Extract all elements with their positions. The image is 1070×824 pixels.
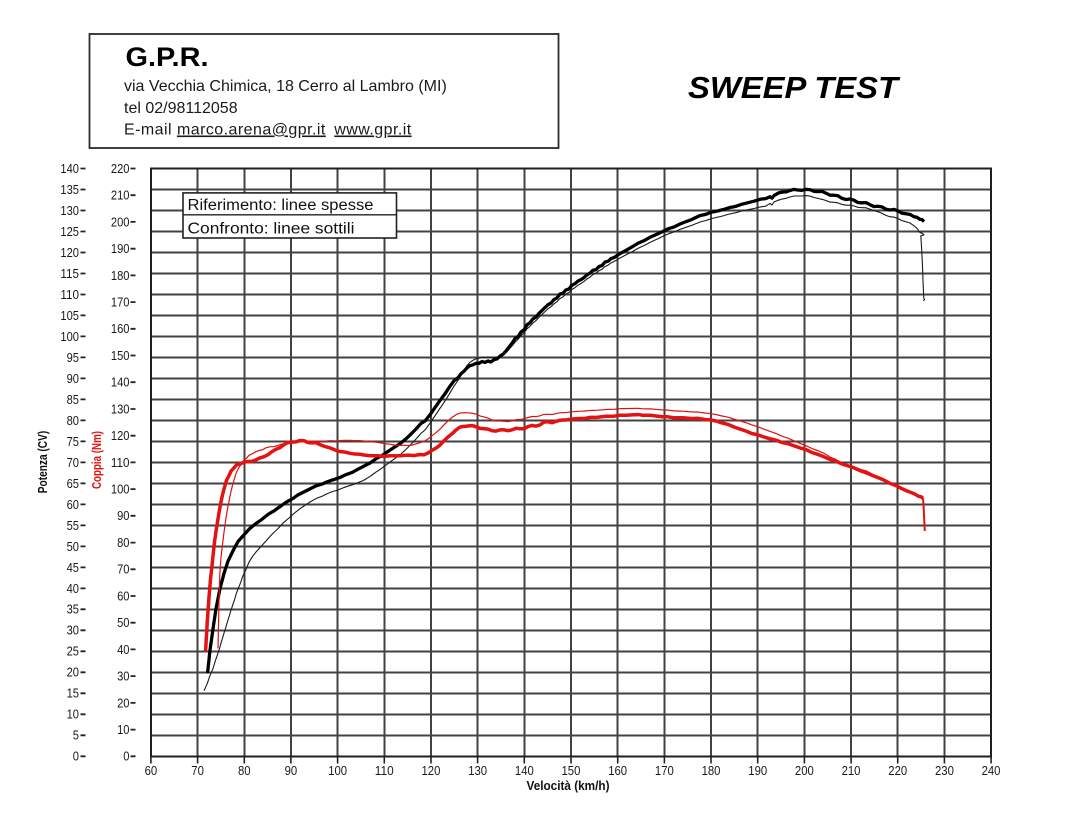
svg-text:100: 100 <box>328 763 347 778</box>
svg-text:160: 160 <box>608 763 627 778</box>
svg-text:110: 110 <box>111 455 130 470</box>
svg-text:200: 200 <box>111 214 130 229</box>
svg-text:70: 70 <box>191 763 204 778</box>
svg-text:190: 190 <box>748 763 767 778</box>
svg-text:60: 60 <box>145 763 158 778</box>
svg-text:0: 0 <box>73 749 79 764</box>
svg-text:140: 140 <box>515 763 534 778</box>
svg-text:180: 180 <box>111 268 130 283</box>
svg-text:10: 10 <box>117 722 129 737</box>
svg-text:70: 70 <box>67 455 79 470</box>
svg-text:140: 140 <box>60 161 79 176</box>
svg-text:25: 25 <box>67 644 79 659</box>
svg-text:Confronto: linee sottili: Confronto: linee sottili <box>188 220 355 237</box>
svg-text:80: 80 <box>67 413 79 428</box>
svg-text:170: 170 <box>111 295 130 310</box>
svg-text:105: 105 <box>60 308 79 323</box>
svg-text:30: 30 <box>117 669 129 684</box>
svg-text:45: 45 <box>67 560 79 575</box>
svg-text:E-mail marco.arena@gpr.it www.: E-mail marco.arena@gpr.it www.gpr.it <box>124 122 412 139</box>
svg-text:via Vecchia Chimica, 18 Cerro: via Vecchia Chimica, 18 Cerro al Lambro … <box>124 78 447 95</box>
svg-text:30: 30 <box>67 623 79 638</box>
svg-text:220: 220 <box>888 763 907 778</box>
svg-text:110: 110 <box>375 763 394 778</box>
svg-text:50: 50 <box>117 615 129 630</box>
svg-text:80: 80 <box>117 535 129 550</box>
svg-text:60: 60 <box>67 497 79 512</box>
svg-text:150: 150 <box>562 763 581 778</box>
svg-text:10: 10 <box>67 707 79 722</box>
svg-text:210: 210 <box>842 763 861 778</box>
svg-text:140: 140 <box>111 375 130 390</box>
svg-text:tel 02/98112058: tel 02/98112058 <box>124 100 238 117</box>
svg-text:120: 120 <box>111 428 130 443</box>
svg-text:0: 0 <box>123 749 129 764</box>
svg-text:130: 130 <box>468 763 487 778</box>
svg-text:120: 120 <box>422 763 441 778</box>
svg-text:60: 60 <box>117 588 129 603</box>
svg-text:95: 95 <box>67 350 79 365</box>
svg-text:180: 180 <box>702 763 721 778</box>
svg-text:40: 40 <box>67 581 79 596</box>
svg-text:5: 5 <box>73 728 79 743</box>
svg-text:200: 200 <box>795 763 814 778</box>
svg-text:100: 100 <box>111 482 130 497</box>
svg-text:55: 55 <box>67 518 79 533</box>
svg-text:115: 115 <box>60 266 79 281</box>
svg-text:230: 230 <box>935 763 954 778</box>
svg-text:SWEEP TEST: SWEEP TEST <box>688 70 901 105</box>
svg-text:240: 240 <box>982 763 1001 778</box>
svg-text:40: 40 <box>117 642 129 657</box>
svg-text:Coppia (Nm): Coppia (Nm) <box>90 431 104 489</box>
svg-text:15: 15 <box>67 686 79 701</box>
svg-text:85: 85 <box>67 392 79 407</box>
svg-text:150: 150 <box>111 348 130 363</box>
svg-text:90: 90 <box>285 763 298 778</box>
svg-text:70: 70 <box>117 562 129 577</box>
svg-text:Potenza (CV): Potenza (CV) <box>36 431 50 494</box>
svg-text:120: 120 <box>60 245 79 260</box>
svg-text:20: 20 <box>67 665 79 680</box>
svg-text:35: 35 <box>67 602 79 617</box>
svg-text:50: 50 <box>67 539 79 554</box>
svg-text:65: 65 <box>67 476 79 491</box>
svg-text:Riferimento: linee spesse: Riferimento: linee spesse <box>188 197 374 214</box>
svg-text:130: 130 <box>60 203 79 218</box>
svg-text:160: 160 <box>111 321 130 336</box>
svg-text:75: 75 <box>67 434 79 449</box>
svg-text:90: 90 <box>117 508 129 523</box>
svg-text:220: 220 <box>111 161 130 176</box>
svg-text:110: 110 <box>60 287 79 302</box>
svg-text:80: 80 <box>238 763 251 778</box>
svg-text:Velocità (km/h): Velocità (km/h) <box>527 778 610 793</box>
svg-text:135: 135 <box>60 182 79 197</box>
svg-text:100: 100 <box>60 329 79 344</box>
svg-text:190: 190 <box>111 241 130 256</box>
svg-text:20: 20 <box>117 695 129 710</box>
svg-text:90: 90 <box>67 371 79 386</box>
svg-text:210: 210 <box>111 188 130 203</box>
svg-text:125: 125 <box>60 224 79 239</box>
svg-text:G.P.R.: G.P.R. <box>126 42 209 72</box>
svg-text:170: 170 <box>655 763 674 778</box>
svg-text:130: 130 <box>111 401 130 416</box>
